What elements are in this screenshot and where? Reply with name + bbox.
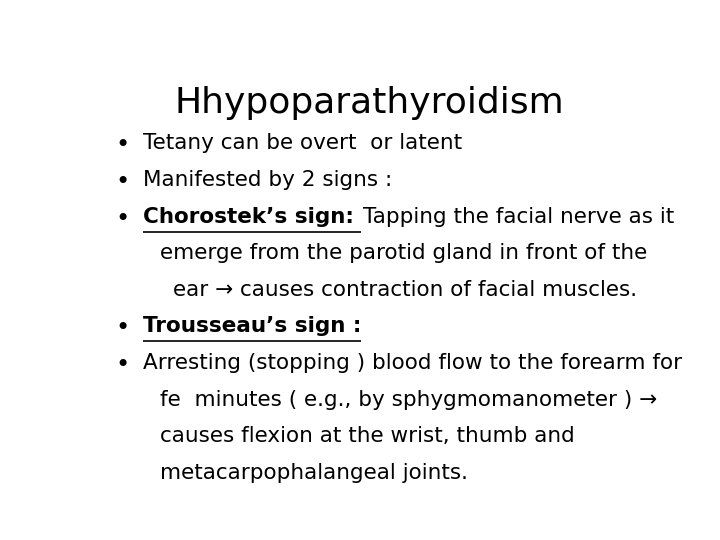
Text: •: • — [115, 170, 130, 194]
Text: •: • — [115, 133, 130, 157]
Text: fe  minutes ( e.g., by sphygmomanometer ) →: fe minutes ( e.g., by sphygmomanometer )… — [160, 389, 657, 409]
Text: causes flexion at the wrist, thumb and: causes flexion at the wrist, thumb and — [160, 426, 575, 446]
Text: Tetany can be overt  or latent: Tetany can be overt or latent — [143, 133, 462, 153]
Text: Hhypoparathyroidism: Hhypoparathyroidism — [174, 85, 564, 119]
Text: Arresting (stopping ) blood flow to the forearm for: Arresting (stopping ) blood flow to the … — [143, 353, 682, 373]
Text: Chorostek’s sign:: Chorostek’s sign: — [143, 207, 361, 227]
Text: ear → causes contraction of facial muscles.: ear → causes contraction of facial muscl… — [173, 280, 636, 300]
Text: •: • — [115, 316, 130, 340]
Text: metacarpophalangeal joints.: metacarpophalangeal joints. — [160, 463, 468, 483]
Text: Tapping the facial nerve as it: Tapping the facial nerve as it — [363, 207, 675, 227]
Text: •: • — [115, 207, 130, 231]
Text: Manifested by 2 signs :: Manifested by 2 signs : — [143, 170, 392, 190]
Text: •: • — [115, 353, 130, 377]
Text: Trousseau’s sign :: Trousseau’s sign : — [143, 316, 361, 336]
Text: emerge from the parotid gland in front of the: emerge from the parotid gland in front o… — [160, 243, 647, 263]
